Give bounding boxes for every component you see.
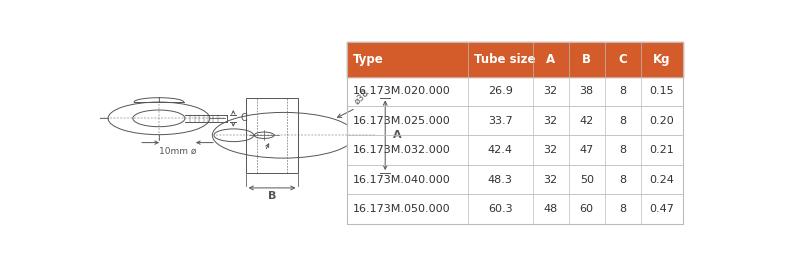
Text: 42.4: 42.4 <box>488 145 513 155</box>
Text: 50: 50 <box>580 175 594 184</box>
Text: 48: 48 <box>544 204 558 214</box>
Text: 16.173M.050.000: 16.173M.050.000 <box>353 204 450 214</box>
Bar <box>346 165 683 194</box>
Text: 0.15: 0.15 <box>650 86 674 96</box>
Text: 10mm ø: 10mm ø <box>159 147 196 156</box>
Text: B: B <box>582 53 591 66</box>
Text: 38: 38 <box>580 86 594 96</box>
Text: C: C <box>241 113 247 123</box>
Text: Type: Type <box>353 53 384 66</box>
Bar <box>346 42 683 77</box>
Text: 48.3: 48.3 <box>488 175 513 184</box>
Bar <box>246 98 298 173</box>
Text: 0.20: 0.20 <box>650 116 674 126</box>
Text: B: B <box>268 191 276 201</box>
Bar <box>346 135 683 165</box>
Text: 47: 47 <box>579 145 594 155</box>
Text: 0.21: 0.21 <box>650 145 674 155</box>
Text: C: C <box>618 53 627 66</box>
Text: A: A <box>546 53 555 66</box>
Text: ø38: ø38 <box>353 88 371 106</box>
Text: 8: 8 <box>619 116 626 126</box>
Bar <box>346 194 683 224</box>
Text: 42: 42 <box>579 116 594 126</box>
Text: 16.173M.025.000: 16.173M.025.000 <box>353 116 450 126</box>
Text: 0.24: 0.24 <box>650 175 674 184</box>
Text: A: A <box>393 130 402 140</box>
Text: Kg: Kg <box>653 53 670 66</box>
Text: 8: 8 <box>619 204 626 214</box>
Text: 32: 32 <box>544 86 558 96</box>
Text: 60: 60 <box>580 204 594 214</box>
Text: Tube size: Tube size <box>474 53 535 66</box>
Text: 33.7: 33.7 <box>488 116 513 126</box>
Text: 16.173M.040.000: 16.173M.040.000 <box>353 175 450 184</box>
Bar <box>346 106 683 135</box>
Text: 8: 8 <box>619 175 626 184</box>
Text: 0.47: 0.47 <box>650 204 674 214</box>
Text: 26.9: 26.9 <box>488 86 513 96</box>
Text: 8: 8 <box>619 145 626 155</box>
Text: 8: 8 <box>619 86 626 96</box>
Text: 60.3: 60.3 <box>488 204 513 214</box>
Text: 32: 32 <box>544 116 558 126</box>
Text: 32: 32 <box>544 145 558 155</box>
Bar <box>346 77 683 106</box>
Text: 16.173M.032.000: 16.173M.032.000 <box>353 145 450 155</box>
Text: 32: 32 <box>544 175 558 184</box>
Text: 16.173M.020.000: 16.173M.020.000 <box>353 86 450 96</box>
